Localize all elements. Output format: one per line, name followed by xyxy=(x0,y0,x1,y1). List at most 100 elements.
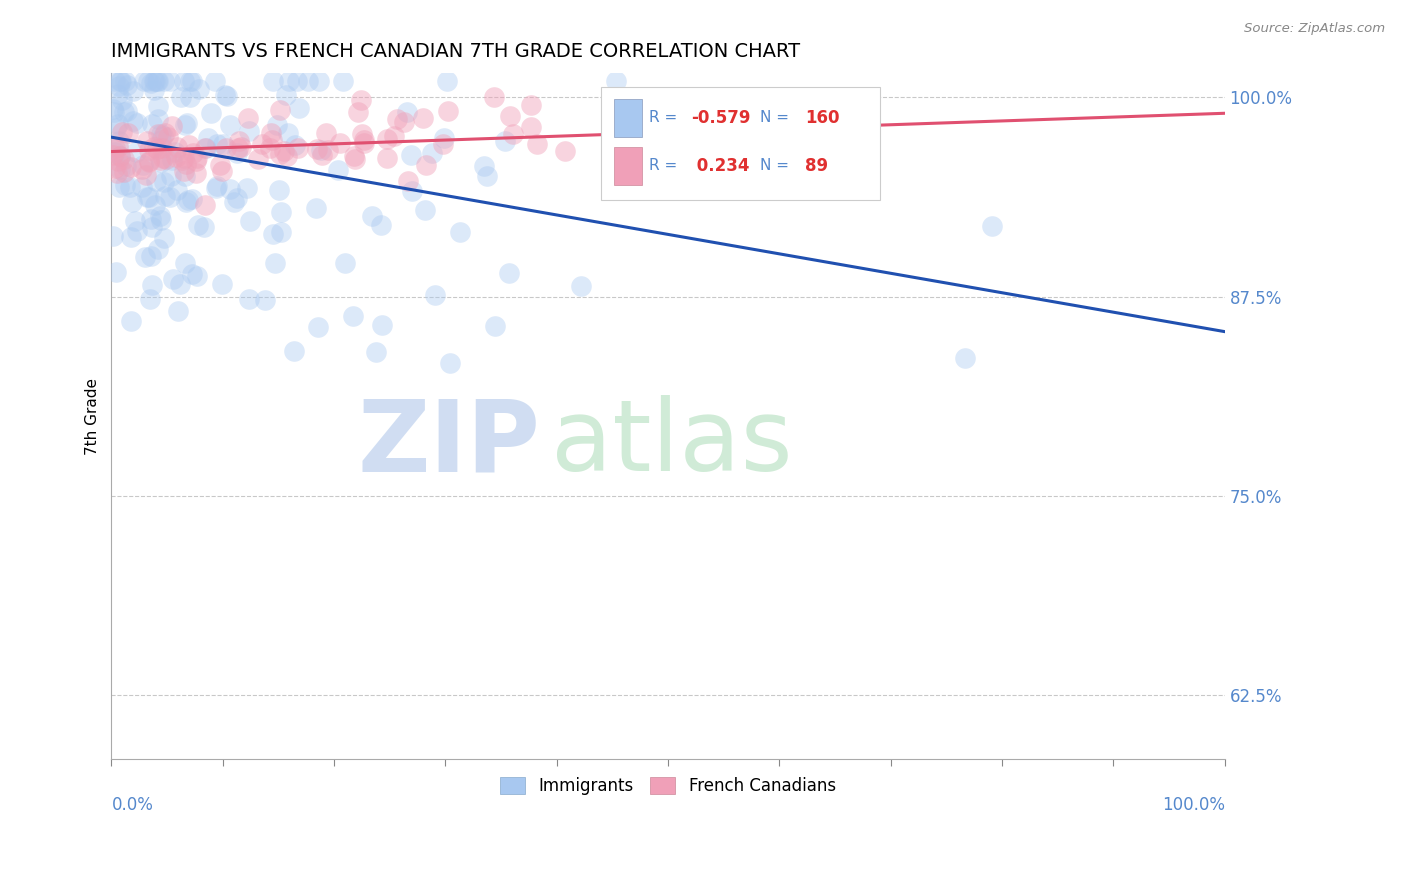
Point xyxy=(263,255,285,269)
Point xyxy=(127,224,149,238)
Point xyxy=(114,74,136,88)
Point xyxy=(226,141,249,155)
Point xyxy=(159,190,181,204)
Point xyxy=(277,126,299,140)
Point xyxy=(260,126,283,140)
Point xyxy=(138,154,160,169)
Point xyxy=(396,174,419,188)
Point xyxy=(236,112,259,126)
Point xyxy=(101,147,124,161)
Point xyxy=(526,137,548,152)
Point xyxy=(179,90,201,104)
Point xyxy=(141,219,163,234)
Point xyxy=(472,159,495,173)
Point xyxy=(173,118,195,132)
FancyBboxPatch shape xyxy=(613,99,643,137)
Point xyxy=(259,141,281,155)
Point xyxy=(160,169,183,183)
Point xyxy=(181,267,204,281)
Point xyxy=(262,74,284,88)
Point xyxy=(219,118,242,132)
Point xyxy=(211,277,233,292)
Point xyxy=(305,142,328,156)
Point xyxy=(204,74,226,88)
Point xyxy=(165,150,187,164)
Text: R =: R = xyxy=(650,111,682,126)
Point xyxy=(283,344,305,359)
Point xyxy=(104,145,127,159)
Point xyxy=(353,133,375,147)
Point xyxy=(399,148,422,162)
Point xyxy=(273,145,295,159)
Point xyxy=(370,218,392,232)
Point xyxy=(179,138,201,153)
Point xyxy=(166,139,188,153)
Point xyxy=(269,147,291,161)
Text: -0.579: -0.579 xyxy=(692,109,751,127)
Point xyxy=(131,162,153,177)
Point xyxy=(152,151,174,165)
Point xyxy=(107,78,129,93)
Point xyxy=(156,129,179,144)
Point xyxy=(193,219,215,234)
Point xyxy=(318,143,340,157)
Point xyxy=(194,141,217,155)
Point xyxy=(136,134,159,148)
Point xyxy=(159,74,181,88)
Point xyxy=(141,117,163,131)
Point xyxy=(163,145,186,159)
Point xyxy=(105,121,128,136)
Point xyxy=(266,118,288,132)
Point xyxy=(188,82,211,96)
Point xyxy=(103,103,125,117)
Point xyxy=(148,99,170,113)
Point xyxy=(254,293,277,307)
Point xyxy=(143,74,166,88)
Point xyxy=(146,142,169,156)
Point xyxy=(370,318,392,332)
Point xyxy=(136,190,159,204)
Point xyxy=(350,93,373,107)
Point xyxy=(145,173,167,187)
Point xyxy=(353,136,375,150)
Point xyxy=(146,112,169,127)
Point xyxy=(482,90,505,104)
Point xyxy=(112,165,135,179)
Text: R =: R = xyxy=(650,159,682,173)
Point xyxy=(695,152,717,166)
Point xyxy=(350,127,373,141)
Point xyxy=(808,110,831,124)
Point xyxy=(121,84,143,98)
Point xyxy=(287,141,309,155)
Point xyxy=(143,74,166,88)
Point xyxy=(145,198,167,212)
Point xyxy=(396,104,419,119)
Point xyxy=(569,279,592,293)
Point xyxy=(274,88,297,103)
Point xyxy=(127,115,149,129)
Point xyxy=(170,90,193,104)
Point xyxy=(269,103,291,117)
Point xyxy=(173,256,195,270)
Point xyxy=(342,149,364,163)
Point xyxy=(392,115,415,129)
Point xyxy=(110,162,132,177)
Legend: Immigrants, French Canadians: Immigrants, French Canadians xyxy=(494,771,842,802)
Point xyxy=(219,182,242,196)
Point xyxy=(415,158,437,172)
Point xyxy=(125,145,148,159)
Point xyxy=(101,229,124,244)
Y-axis label: 7th Grade: 7th Grade xyxy=(86,377,100,455)
Point xyxy=(174,195,197,210)
Point xyxy=(420,146,443,161)
Point xyxy=(150,141,173,155)
Point xyxy=(554,144,576,158)
Point xyxy=(432,137,454,152)
Point xyxy=(364,344,387,359)
Point xyxy=(197,131,219,145)
Point xyxy=(181,146,204,161)
Point xyxy=(152,129,174,144)
Point xyxy=(238,293,260,307)
Point xyxy=(107,117,129,131)
Point xyxy=(160,119,183,133)
